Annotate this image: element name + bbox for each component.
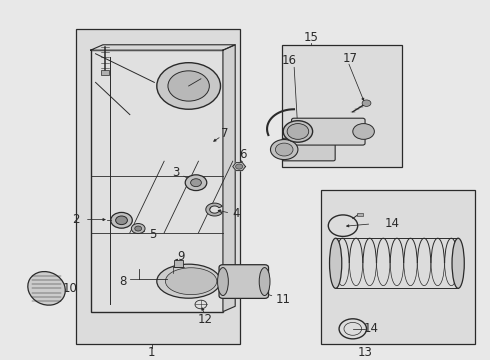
Ellipse shape — [259, 267, 270, 296]
Circle shape — [185, 175, 207, 190]
Polygon shape — [233, 162, 245, 171]
Polygon shape — [223, 45, 235, 312]
Text: 13: 13 — [358, 346, 372, 359]
Text: 9: 9 — [177, 249, 185, 263]
Bar — [174, 260, 183, 267]
Text: 4: 4 — [232, 207, 240, 220]
FancyBboxPatch shape — [292, 118, 365, 145]
Circle shape — [131, 224, 145, 234]
Text: 1: 1 — [148, 346, 156, 359]
Bar — [321, 190, 475, 344]
Text: 14: 14 — [364, 322, 379, 335]
Text: 2: 2 — [72, 213, 80, 226]
Wedge shape — [206, 203, 222, 216]
Text: 6: 6 — [239, 148, 246, 161]
Text: 14: 14 — [385, 217, 399, 230]
Text: 17: 17 — [343, 51, 358, 64]
Circle shape — [362, 100, 371, 107]
Text: 10: 10 — [63, 282, 77, 295]
Bar — [76, 29, 240, 344]
Text: 15: 15 — [304, 31, 318, 44]
Text: 7: 7 — [220, 127, 228, 140]
FancyBboxPatch shape — [282, 138, 335, 161]
Text: 8: 8 — [119, 275, 126, 288]
Text: 11: 11 — [276, 293, 291, 306]
Ellipse shape — [28, 271, 65, 305]
Circle shape — [116, 216, 127, 225]
Text: 3: 3 — [172, 166, 179, 179]
Ellipse shape — [452, 238, 465, 288]
Circle shape — [270, 140, 298, 159]
Bar — [357, 213, 363, 216]
Bar — [101, 70, 109, 75]
Text: 5: 5 — [149, 228, 157, 241]
Circle shape — [275, 143, 293, 156]
Bar — [91, 50, 223, 312]
Circle shape — [287, 123, 309, 139]
Text: 12: 12 — [197, 313, 212, 326]
Ellipse shape — [166, 268, 217, 294]
Circle shape — [236, 164, 243, 169]
Bar — [282, 45, 402, 167]
Ellipse shape — [218, 267, 228, 296]
Circle shape — [283, 121, 313, 142]
FancyBboxPatch shape — [219, 265, 269, 298]
Circle shape — [353, 123, 374, 139]
Ellipse shape — [157, 264, 220, 298]
Circle shape — [168, 71, 209, 101]
Polygon shape — [91, 45, 235, 50]
Circle shape — [135, 226, 142, 231]
Circle shape — [111, 212, 132, 228]
Circle shape — [191, 179, 201, 186]
Ellipse shape — [330, 238, 342, 288]
Text: 16: 16 — [282, 54, 296, 67]
Circle shape — [157, 63, 220, 109]
